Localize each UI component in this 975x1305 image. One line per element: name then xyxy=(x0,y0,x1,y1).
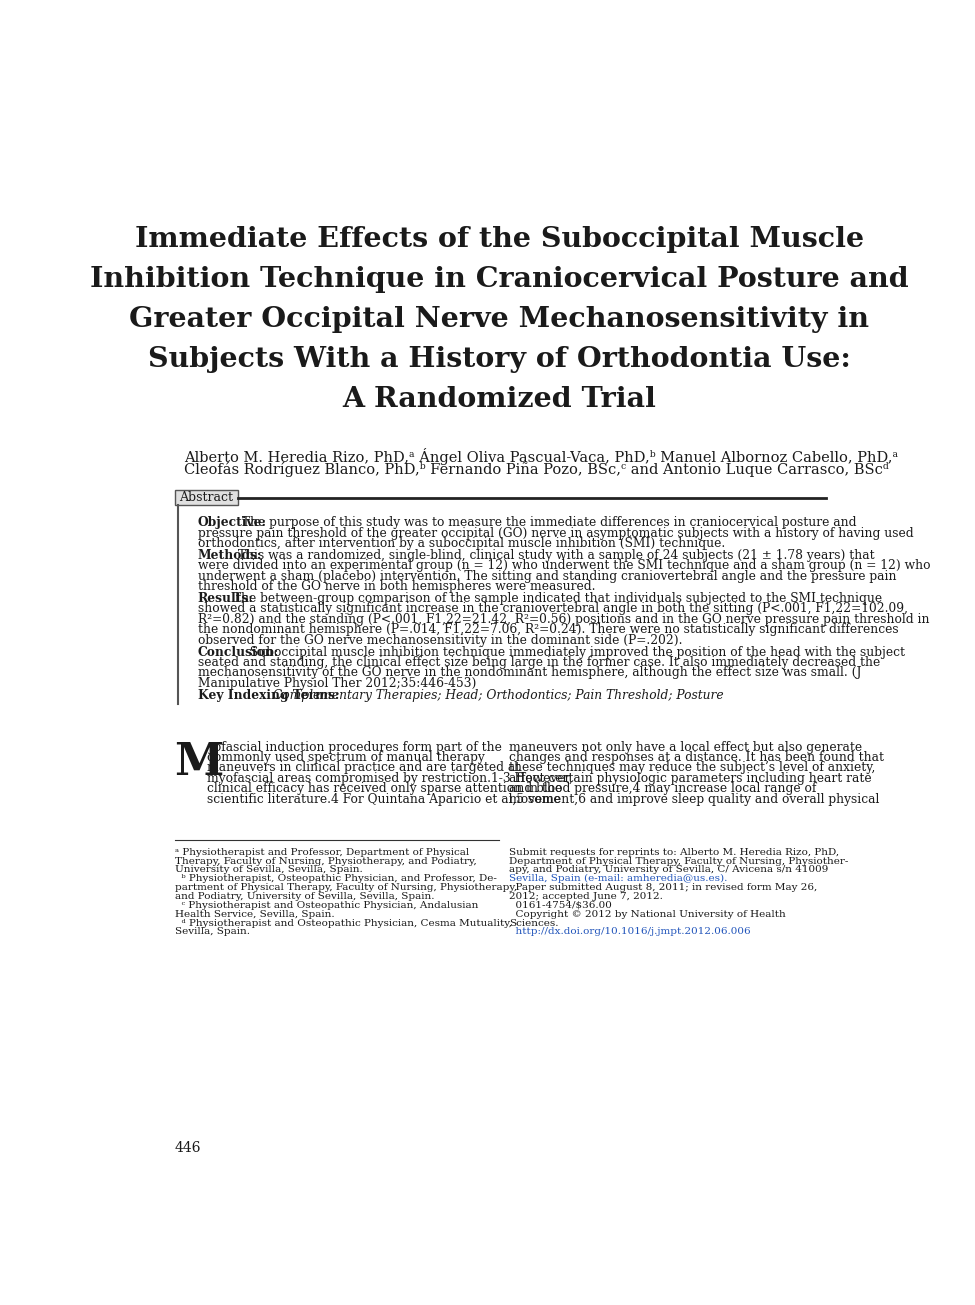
Text: This was a randomized, single-blind, clinical study with a sample of 24 subjects: This was a randomized, single-blind, cli… xyxy=(234,549,875,562)
Text: partment of Physical Therapy, Faculty of Nursing, Physiotherapy,: partment of Physical Therapy, Faculty of… xyxy=(175,883,517,893)
Text: Methods:: Methods: xyxy=(198,549,262,562)
Text: Paper submitted August 8, 2011; in revised form May 26,: Paper submitted August 8, 2011; in revis… xyxy=(509,883,818,893)
Text: Results:: Results: xyxy=(198,592,254,606)
Text: ᶜ Physiotherapist and Osteopathic Physician, Andalusian: ᶜ Physiotherapist and Osteopathic Physic… xyxy=(175,900,478,910)
Text: showed a statistically significant increase in the craniovertebral angle in both: showed a statistically significant incre… xyxy=(198,603,908,616)
Text: affect certain physiologic parameters including heart rate: affect certain physiologic parameters in… xyxy=(509,771,872,784)
Text: Greater Occipital Nerve Mechanosensitivity in: Greater Occipital Nerve Mechanosensitivi… xyxy=(130,305,870,333)
FancyBboxPatch shape xyxy=(175,489,238,505)
Text: The purpose of this study was to measure the immediate differences in craniocerv: The purpose of this study was to measure… xyxy=(238,517,857,530)
Text: myofascial areas compromised by restriction.1-3 However,: myofascial areas compromised by restrict… xyxy=(207,771,573,784)
Text: 0161-4754/$36.00: 0161-4754/$36.00 xyxy=(509,900,612,910)
Text: apy, and Podiatry, University of Sevilla, C/ Avicena s/n 41009: apy, and Podiatry, University of Sevilla… xyxy=(509,865,829,874)
Text: yofascial induction procedures form part of the: yofascial induction procedures form part… xyxy=(207,741,502,754)
Text: Key Indexing Terms:: Key Indexing Terms: xyxy=(198,689,339,702)
Text: http://dx.doi.org/10.1016/j.jmpt.2012.06.006: http://dx.doi.org/10.1016/j.jmpt.2012.06… xyxy=(509,928,751,937)
Text: The between-group comparison of the sample indicated that individuals subjected : The between-group comparison of the samp… xyxy=(229,592,882,606)
Text: underwent a sham (placebo) intervention. The sitting and standing craniovertebra: underwent a sham (placebo) intervention.… xyxy=(198,570,896,583)
Text: mechanosensitivity of the GO nerve in the nondominant hemisphere, although the e: mechanosensitivity of the GO nerve in th… xyxy=(198,667,861,680)
Text: Sciences.: Sciences. xyxy=(509,919,559,928)
Text: Sevilla, Spain.: Sevilla, Spain. xyxy=(175,928,250,937)
Text: Conclusion:: Conclusion: xyxy=(198,646,279,659)
Text: Suboccipital muscle inhibition technique immediately improved the position of th: Suboccipital muscle inhibition technique… xyxy=(246,646,905,659)
Text: pressure pain threshold of the greater occipital (GO) nerve in asymptomatic subj: pressure pain threshold of the greater o… xyxy=(198,527,914,539)
Text: threshold of the GO nerve in both hemispheres were measured.: threshold of the GO nerve in both hemisp… xyxy=(198,581,596,592)
Text: and blood pressure,4 may increase local range of: and blood pressure,4 may increase local … xyxy=(509,782,817,795)
Text: observed for the GO nerve mechanosensitivity in the dominant side (P=.202).: observed for the GO nerve mechanosensiti… xyxy=(198,634,682,646)
Text: Alberto M. Heredia Rizo, PhD,ᵃ Ángel Oliva Pascual-Vaca, PhD,ᵇ Manuel Albornoz C: Alberto M. Heredia Rizo, PhD,ᵃ Ángel Oli… xyxy=(184,448,898,465)
Text: Inhibition Technique in Craniocervical Posture and: Inhibition Technique in Craniocervical P… xyxy=(90,266,909,292)
Text: 2012; accepted June 7, 2012.: 2012; accepted June 7, 2012. xyxy=(509,891,663,900)
Text: University of Sevilla, Sevilla, Spain.: University of Sevilla, Sevilla, Spain. xyxy=(175,865,363,874)
Text: Abstract: Abstract xyxy=(179,491,233,504)
Text: Sevilla, Spain (e-mail: amheredia@us.es).: Sevilla, Spain (e-mail: amheredia@us.es)… xyxy=(509,874,727,883)
Text: Immediate Effects of the Suboccipital Muscle: Immediate Effects of the Suboccipital Mu… xyxy=(135,226,864,253)
Text: Subjects With a History of Orthodontia Use:: Subjects With a History of Orthodontia U… xyxy=(148,346,851,373)
Text: the nondominant hemisphere (P=.014, F1,22=7.06, R²=0.24). There were no statisti: the nondominant hemisphere (P=.014, F1,2… xyxy=(198,624,898,637)
Text: scientific literature.4 For Quintana Aparicio et al,5 some: scientific literature.4 For Quintana Apa… xyxy=(207,792,561,805)
Text: ᵇ Physiotherapist, Osteopathic Physician, and Professor, De-: ᵇ Physiotherapist, Osteopathic Physician… xyxy=(175,874,496,883)
Text: ᵃ Physiotherapist and Professor, Department of Physical: ᵃ Physiotherapist and Professor, Departm… xyxy=(175,848,469,856)
Text: maneuvers not only have a local effect but also generate: maneuvers not only have a local effect b… xyxy=(509,741,863,754)
Text: Department of Physical Therapy, Faculty of Nursing, Physiother-: Department of Physical Therapy, Faculty … xyxy=(509,856,849,865)
Text: ᵈ Physiotherapist and Osteopathic Physician, Cesma Mutuality,: ᵈ Physiotherapist and Osteopathic Physic… xyxy=(175,919,512,928)
Text: Submit requests for reprints to: Alberto M. Heredia Rizo, PhD,: Submit requests for reprints to: Alberto… xyxy=(509,848,839,856)
Text: maneuvers in clinical practice and are targeted at: maneuvers in clinical practice and are t… xyxy=(207,761,521,774)
Text: commonly used spectrum of manual therapy: commonly used spectrum of manual therapy xyxy=(207,752,485,763)
Text: and Podiatry, University of Sevilla, Sevilla, Spain.: and Podiatry, University of Sevilla, Sev… xyxy=(175,891,434,900)
Text: movement,6 and improve sleep quality and overall physical: movement,6 and improve sleep quality and… xyxy=(509,792,879,805)
Text: were divided into an experimental group (n = 12) who underwent the SMI technique: were divided into an experimental group … xyxy=(198,560,930,573)
Text: Objective:: Objective: xyxy=(198,517,267,530)
Text: Manipulative Physiol Ther 2012;35:446-453): Manipulative Physiol Ther 2012;35:446-45… xyxy=(198,677,476,690)
Text: 446: 446 xyxy=(175,1141,201,1155)
Text: M: M xyxy=(175,741,224,783)
Text: changes and responses at a distance. It has been found that: changes and responses at a distance. It … xyxy=(509,752,884,763)
Text: these techniques may reduce the subject’s level of anxiety,: these techniques may reduce the subject’… xyxy=(509,761,876,774)
Text: A Randomized Trial: A Randomized Trial xyxy=(342,386,656,414)
Text: Therapy, Faculty of Nursing, Physiotherapy, and Podiatry,: Therapy, Faculty of Nursing, Physiothera… xyxy=(175,856,477,865)
Text: seated and standing, the clinical effect size being large in the former case. It: seated and standing, the clinical effect… xyxy=(198,656,880,669)
Text: Complementary Therapies; Head; Orthodontics; Pain Threshold; Posture: Complementary Therapies; Head; Orthodont… xyxy=(269,689,723,702)
Text: Cleofás Rodríguez Blanco, PhD,ᵇ Fernando Piña Pozo, BSc,ᶜ and Antonio Luque Carr: Cleofás Rodríguez Blanco, PhD,ᵇ Fernando… xyxy=(184,462,888,476)
Text: orthodontics, after intervention by a suboccipital muscle inhibition (SMI) techn: orthodontics, after intervention by a su… xyxy=(198,536,725,549)
Text: Health Service, Sevilla, Spain.: Health Service, Sevilla, Spain. xyxy=(175,910,334,919)
Text: Copyright © 2012 by National University of Health: Copyright © 2012 by National University … xyxy=(509,910,786,919)
Text: clinical efficacy has received only sparse attention in the: clinical efficacy has received only spar… xyxy=(207,782,563,795)
Text: R²=0.82) and the standing (P<.001, F1,22=21.42, R²=0.56) positions and in the GO: R²=0.82) and the standing (P<.001, F1,22… xyxy=(198,613,929,626)
